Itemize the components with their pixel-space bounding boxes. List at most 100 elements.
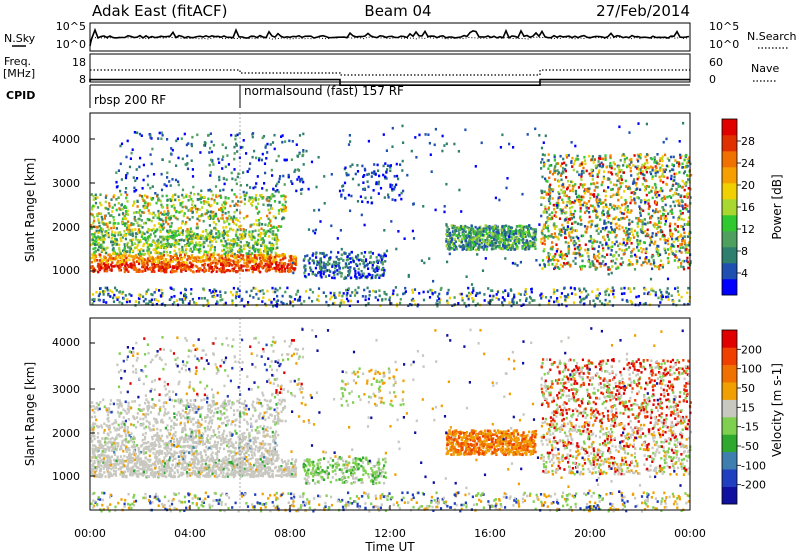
power-point [147, 239, 150, 242]
power-point [579, 210, 582, 213]
power-point [235, 142, 238, 146]
power-point [683, 235, 686, 239]
power-point [182, 260, 185, 264]
power-point [207, 257, 210, 260]
power-point [678, 171, 681, 174]
power-point [584, 204, 587, 208]
power-point [91, 265, 94, 268]
power-point [197, 235, 200, 239]
power-point [630, 157, 633, 161]
power-point [260, 244, 263, 247]
power-point [366, 200, 369, 204]
power-point [233, 193, 236, 196]
power-point [96, 235, 99, 238]
power-point [637, 159, 640, 163]
power-point [256, 240, 259, 244]
power-point [454, 240, 457, 243]
power-point [377, 266, 380, 269]
power-point [170, 235, 173, 238]
power-point [479, 232, 482, 235]
power-point [675, 172, 678, 176]
power-point [628, 211, 631, 214]
power-point [665, 217, 668, 221]
power-point [607, 210, 610, 213]
power-point [677, 185, 680, 188]
power-point [257, 264, 260, 267]
power-point [606, 233, 609, 237]
power-point [147, 209, 150, 212]
power-point [506, 238, 509, 242]
power-point [234, 234, 238, 237]
power-point [572, 241, 575, 245]
power-point [303, 266, 306, 269]
power-point [221, 217, 224, 220]
power-point [257, 250, 260, 254]
power-point [375, 182, 378, 186]
power-point [564, 236, 567, 239]
power-point [358, 262, 361, 266]
power-point [166, 263, 169, 266]
power-point [235, 291, 238, 295]
power-point [114, 243, 117, 247]
power-point [566, 227, 570, 230]
power-point [111, 206, 114, 209]
power-point [631, 302, 634, 306]
power-point [222, 226, 225, 229]
power-point [265, 267, 268, 270]
power-point [210, 197, 213, 201]
power-point [595, 210, 598, 213]
power-point [662, 180, 665, 184]
power-point [682, 171, 686, 175]
power-point [364, 196, 367, 200]
power-point [93, 235, 97, 239]
power-point [222, 201, 225, 204]
power-point [685, 248, 688, 251]
power-point [601, 211, 604, 214]
power-point [635, 262, 638, 265]
power-point [579, 207, 582, 210]
power-point [171, 236, 174, 239]
power-point [234, 238, 237, 242]
power-point [577, 186, 581, 189]
power-point [199, 268, 202, 271]
power-point [363, 251, 367, 254]
power-point [620, 178, 623, 181]
power-point [240, 264, 243, 268]
power-point [340, 301, 343, 305]
power-point [491, 227, 494, 231]
power-point [118, 207, 121, 210]
power-point [161, 266, 164, 269]
power-point [189, 227, 192, 230]
power-point [655, 250, 658, 253]
power-point [661, 206, 665, 209]
power-point [663, 175, 666, 178]
power-point [259, 217, 262, 220]
power-point [268, 268, 271, 272]
power-point [384, 176, 387, 180]
power-point [591, 260, 594, 263]
power-point [504, 241, 507, 245]
power-point [255, 193, 258, 197]
power-point [203, 270, 206, 273]
power-point [112, 195, 115, 199]
power-point [248, 253, 251, 256]
power-point [222, 248, 226, 252]
power-point [512, 300, 515, 304]
power-point [654, 188, 657, 192]
power-point [205, 237, 208, 241]
power-point [203, 141, 206, 144]
power-point [221, 298, 224, 301]
power-point [225, 244, 228, 247]
power-point [280, 135, 283, 138]
power-point [514, 229, 518, 233]
power-point [201, 263, 204, 267]
power-point [679, 246, 682, 249]
power-point [659, 259, 663, 262]
power-point [498, 242, 501, 246]
power-point [117, 253, 120, 256]
power-point [589, 240, 592, 243]
power-point [544, 205, 547, 209]
power-point [277, 212, 281, 215]
power-point [291, 182, 294, 185]
power-point [164, 216, 168, 220]
